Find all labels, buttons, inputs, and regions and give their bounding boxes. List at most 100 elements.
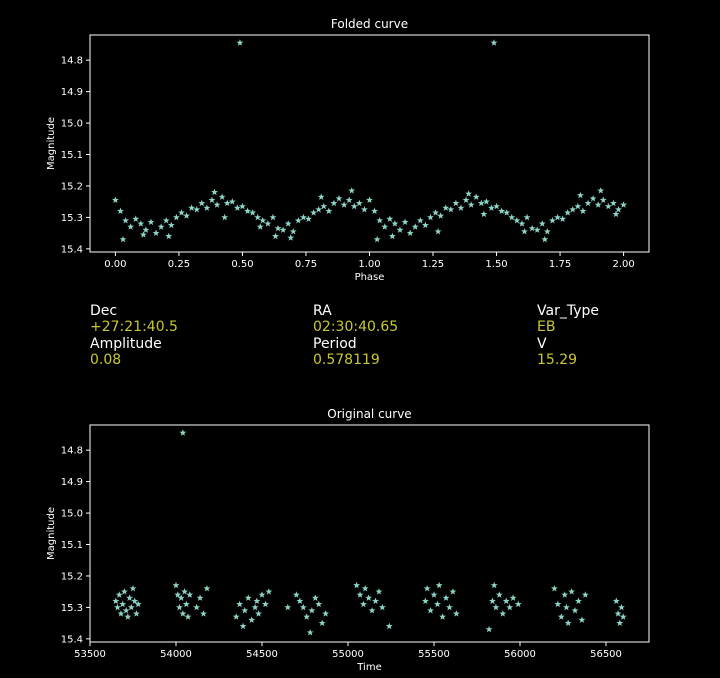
original-data-point <box>557 613 565 620</box>
folded-y-tick-label: 15.0 <box>61 119 83 130</box>
folded-data-point <box>396 226 404 233</box>
folded-data-point <box>188 204 196 211</box>
original-data-point <box>489 597 496 605</box>
folded-x-tick-label: 1.00 <box>358 259 380 270</box>
original-data-point <box>490 581 498 589</box>
folded-data-point <box>167 221 175 229</box>
folded-data-point <box>122 216 129 224</box>
original-curve-plot: Original curve 53500 54000 54500 55000 55500 5… <box>46 407 650 673</box>
folded-data-point <box>152 229 160 237</box>
original-data-point <box>248 616 256 623</box>
original-x-tick-label: 53500 <box>74 649 106 660</box>
folded-data-point <box>264 220 272 227</box>
original-data-point <box>172 581 180 589</box>
original-data-point <box>435 581 443 589</box>
folded-data-point <box>388 232 396 240</box>
original-data-point <box>251 603 259 611</box>
folded-data-point <box>480 210 488 218</box>
original-data-point <box>430 591 438 598</box>
folded-data-point <box>508 213 516 221</box>
folded-data-point <box>482 198 490 205</box>
original-data-point <box>514 600 522 608</box>
amplitude-field: Amplitude 0.08 <box>90 336 162 368</box>
original-data-point <box>446 603 453 611</box>
folded-data-point <box>381 223 389 230</box>
folded-data-point <box>498 207 506 215</box>
original-data-point <box>434 600 441 608</box>
original-data-point <box>133 610 140 617</box>
original-data-point <box>612 597 620 605</box>
original-data-point <box>115 591 123 598</box>
original-y-tick-label: 15.3 <box>61 603 83 614</box>
original-data-point <box>253 597 261 605</box>
folded-data-point <box>221 213 229 221</box>
original-data-point <box>452 610 460 617</box>
original-data-point <box>495 591 503 598</box>
original-data-point <box>117 610 125 617</box>
folded-data-point <box>236 39 244 46</box>
original-data-point <box>258 591 266 598</box>
folded-data-point <box>503 209 511 216</box>
folded-y-tick-label: 15.1 <box>61 150 83 161</box>
folded-x-tick-label: 0.00 <box>104 259 126 270</box>
original-x-tick-label: 54500 <box>246 649 278 660</box>
folded-data-point <box>279 226 287 233</box>
original-data-point <box>193 603 201 611</box>
original-data-point <box>356 591 364 598</box>
folded-data-point <box>325 207 333 215</box>
original-data-point <box>485 625 493 633</box>
folded-data-point <box>193 205 201 213</box>
folded-data-point <box>330 199 338 207</box>
folded-data-point <box>223 199 231 207</box>
folded-x-axis-label: Phase <box>355 272 385 283</box>
folded-data-point <box>348 187 356 194</box>
folded-data-point <box>610 199 617 207</box>
original-data-point <box>502 597 510 605</box>
folded-data-point <box>427 213 434 221</box>
original-data-point <box>177 594 185 601</box>
folded-data-point <box>513 216 521 224</box>
original-data-point <box>181 588 189 595</box>
original-data-point <box>292 591 300 598</box>
folded-curve-plot: Folded curve 0.00 0.25 0.50 0.75 1.00 1.25 1.50… <box>46 17 650 283</box>
folded-data-point <box>584 199 592 207</box>
original-data-point <box>200 610 207 617</box>
folded-data-point <box>373 235 381 243</box>
folded-data-point <box>391 220 399 227</box>
amplitude-label: Amplitude <box>90 336 162 352</box>
ra-label: RA <box>313 303 332 319</box>
original-data-point <box>375 588 383 595</box>
original-data-point <box>284 603 292 611</box>
vartype-value: EB <box>537 319 556 335</box>
folded-data-point <box>269 213 277 221</box>
folded-data-point <box>244 207 251 215</box>
folded-data-point <box>574 202 582 210</box>
original-y-tick-label: 14.9 <box>61 477 83 488</box>
folded-data-point <box>579 207 587 215</box>
original-data-point <box>378 603 386 611</box>
folded-data-point <box>457 204 465 211</box>
original-data-point <box>506 603 514 611</box>
original-data-point <box>134 600 142 608</box>
folded-data-point <box>523 213 531 221</box>
folded-data-point <box>203 204 211 211</box>
original-data-point <box>120 588 128 595</box>
folded-data-point <box>162 216 170 224</box>
original-x-tick-label: 55000 <box>332 649 364 660</box>
original-y-tick-label: 15.2 <box>61 571 83 582</box>
folded-data-point <box>259 216 267 224</box>
original-data-point <box>449 588 457 595</box>
original-x-axis-label: Time <box>356 662 381 673</box>
original-data-point <box>232 613 240 620</box>
folded-data-point <box>490 39 498 46</box>
original-data-point <box>353 581 361 589</box>
vartype-label: Var_Type <box>537 303 599 319</box>
folded-data-point <box>493 202 500 210</box>
original-data-point <box>255 610 262 617</box>
folded-data-point <box>119 235 127 243</box>
folded-data-point <box>127 223 135 230</box>
original-data-point <box>322 610 330 617</box>
original-x-tick-label: 54000 <box>160 649 192 660</box>
folded-y-axis-label: Magnitude <box>46 117 57 170</box>
